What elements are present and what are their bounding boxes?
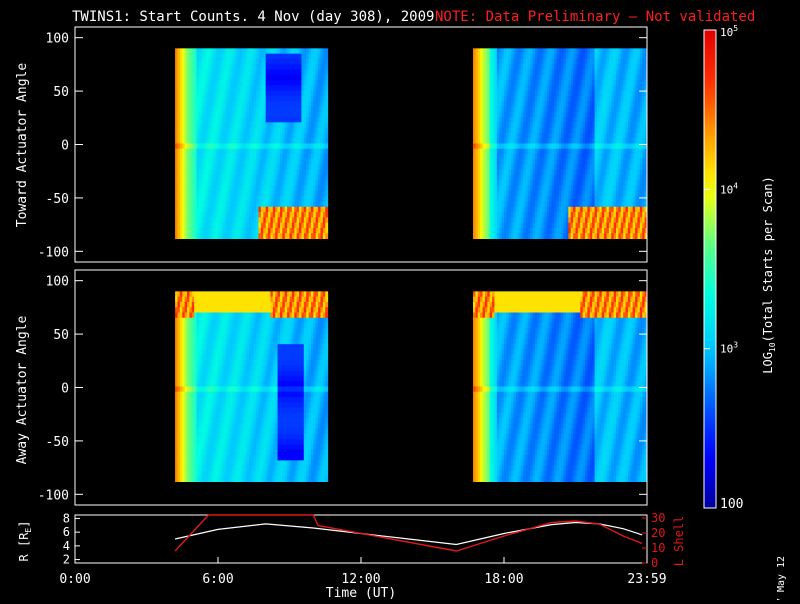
toward-heatmap-cell [325,191,328,197]
toward-ylabel: Toward Actuator Angle [15,63,30,228]
toward-heatmap-cell [325,217,328,223]
toward-heatmap-cell [325,91,328,97]
toward-heatmap-cell [325,186,328,192]
y-tick-label: 100 [46,32,69,47]
toward-heatmap-cell [325,101,328,107]
toward-heatmap-cell [325,149,328,155]
toward-heatmap-cell [325,196,328,202]
toward-heatmap-cell [325,106,328,112]
toward-heatmap-cell [325,117,328,123]
toward-heatmap-cell [325,54,328,60]
toward-heatmap-cell [325,75,328,81]
y-tick-label: 50 [53,85,69,100]
preliminary-note: NOTE: Data Preliminary – Not validated [435,9,755,25]
toward-heatmap-cell [325,128,328,134]
chart-title: TWINS1: Start Counts. 4 Nov (day 308), 2… [72,9,434,25]
toward-heatmap-cell [325,85,328,91]
toward-heatmap-cell [325,165,328,171]
toward-heatmap-cell [325,80,328,86]
toward-heatmap-cell [325,180,328,186]
toward-heatmap-cell [325,228,328,234]
y-tick-label: -100 [38,245,69,260]
toward-heatmap-panel: 100 50 0 -50 -100 Toward Actuator Angle [15,27,648,262]
toward-heatmap-cell [325,170,328,176]
toward-heatmap-cell [325,112,328,118]
toward-heatmap-cell [325,223,328,229]
toward-heatmap-cell [325,212,328,218]
toward-heatmap-cell [325,96,328,102]
toward-heatmap-cell [325,138,328,144]
toward-heatmap-cell [325,122,328,128]
toward-heatmap-cell [325,233,328,239]
away-heatmap-cells [175,291,647,482]
toward-heatmap-cell [325,154,328,160]
y-tick-label: 0 [61,139,69,154]
toward-heatmap-cell [325,59,328,65]
toward-heatmap-cell [325,159,328,165]
y-tick-label: -50 [46,192,69,207]
toward-heatmap-cell [325,202,328,208]
toward-heatmap-cell [325,64,328,70]
toward-heatmap-cell [325,207,328,213]
toward-heatmap-cell [325,143,328,149]
toward-heatmap-cell [325,48,328,54]
toward-heatmap-cell [325,133,328,139]
toward-heatmap-cell [325,69,328,75]
toward-heatmap-cell [325,175,328,181]
